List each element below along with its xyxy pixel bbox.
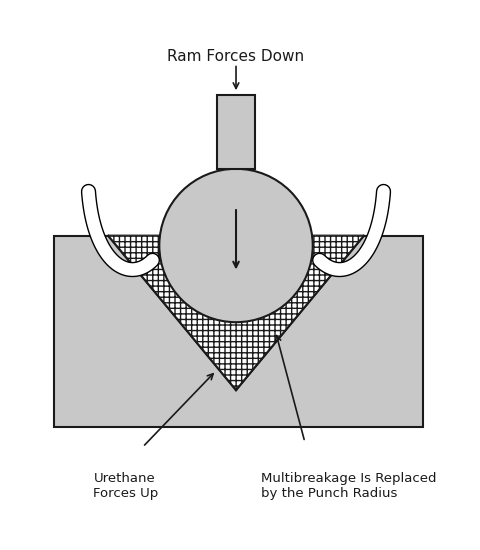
- Text: Multibreakage Is Replaced
by the Punch Radius: Multibreakage Is Replaced by the Punch R…: [260, 472, 435, 500]
- Bar: [217, 95, 254, 169]
- Text: Urethane
Forces Up: Urethane Forces Up: [93, 472, 158, 500]
- Circle shape: [159, 169, 312, 322]
- Bar: [54, 235, 422, 427]
- Polygon shape: [108, 235, 363, 390]
- Polygon shape: [108, 235, 363, 390]
- Text: Ram Forces Down: Ram Forces Down: [167, 48, 304, 64]
